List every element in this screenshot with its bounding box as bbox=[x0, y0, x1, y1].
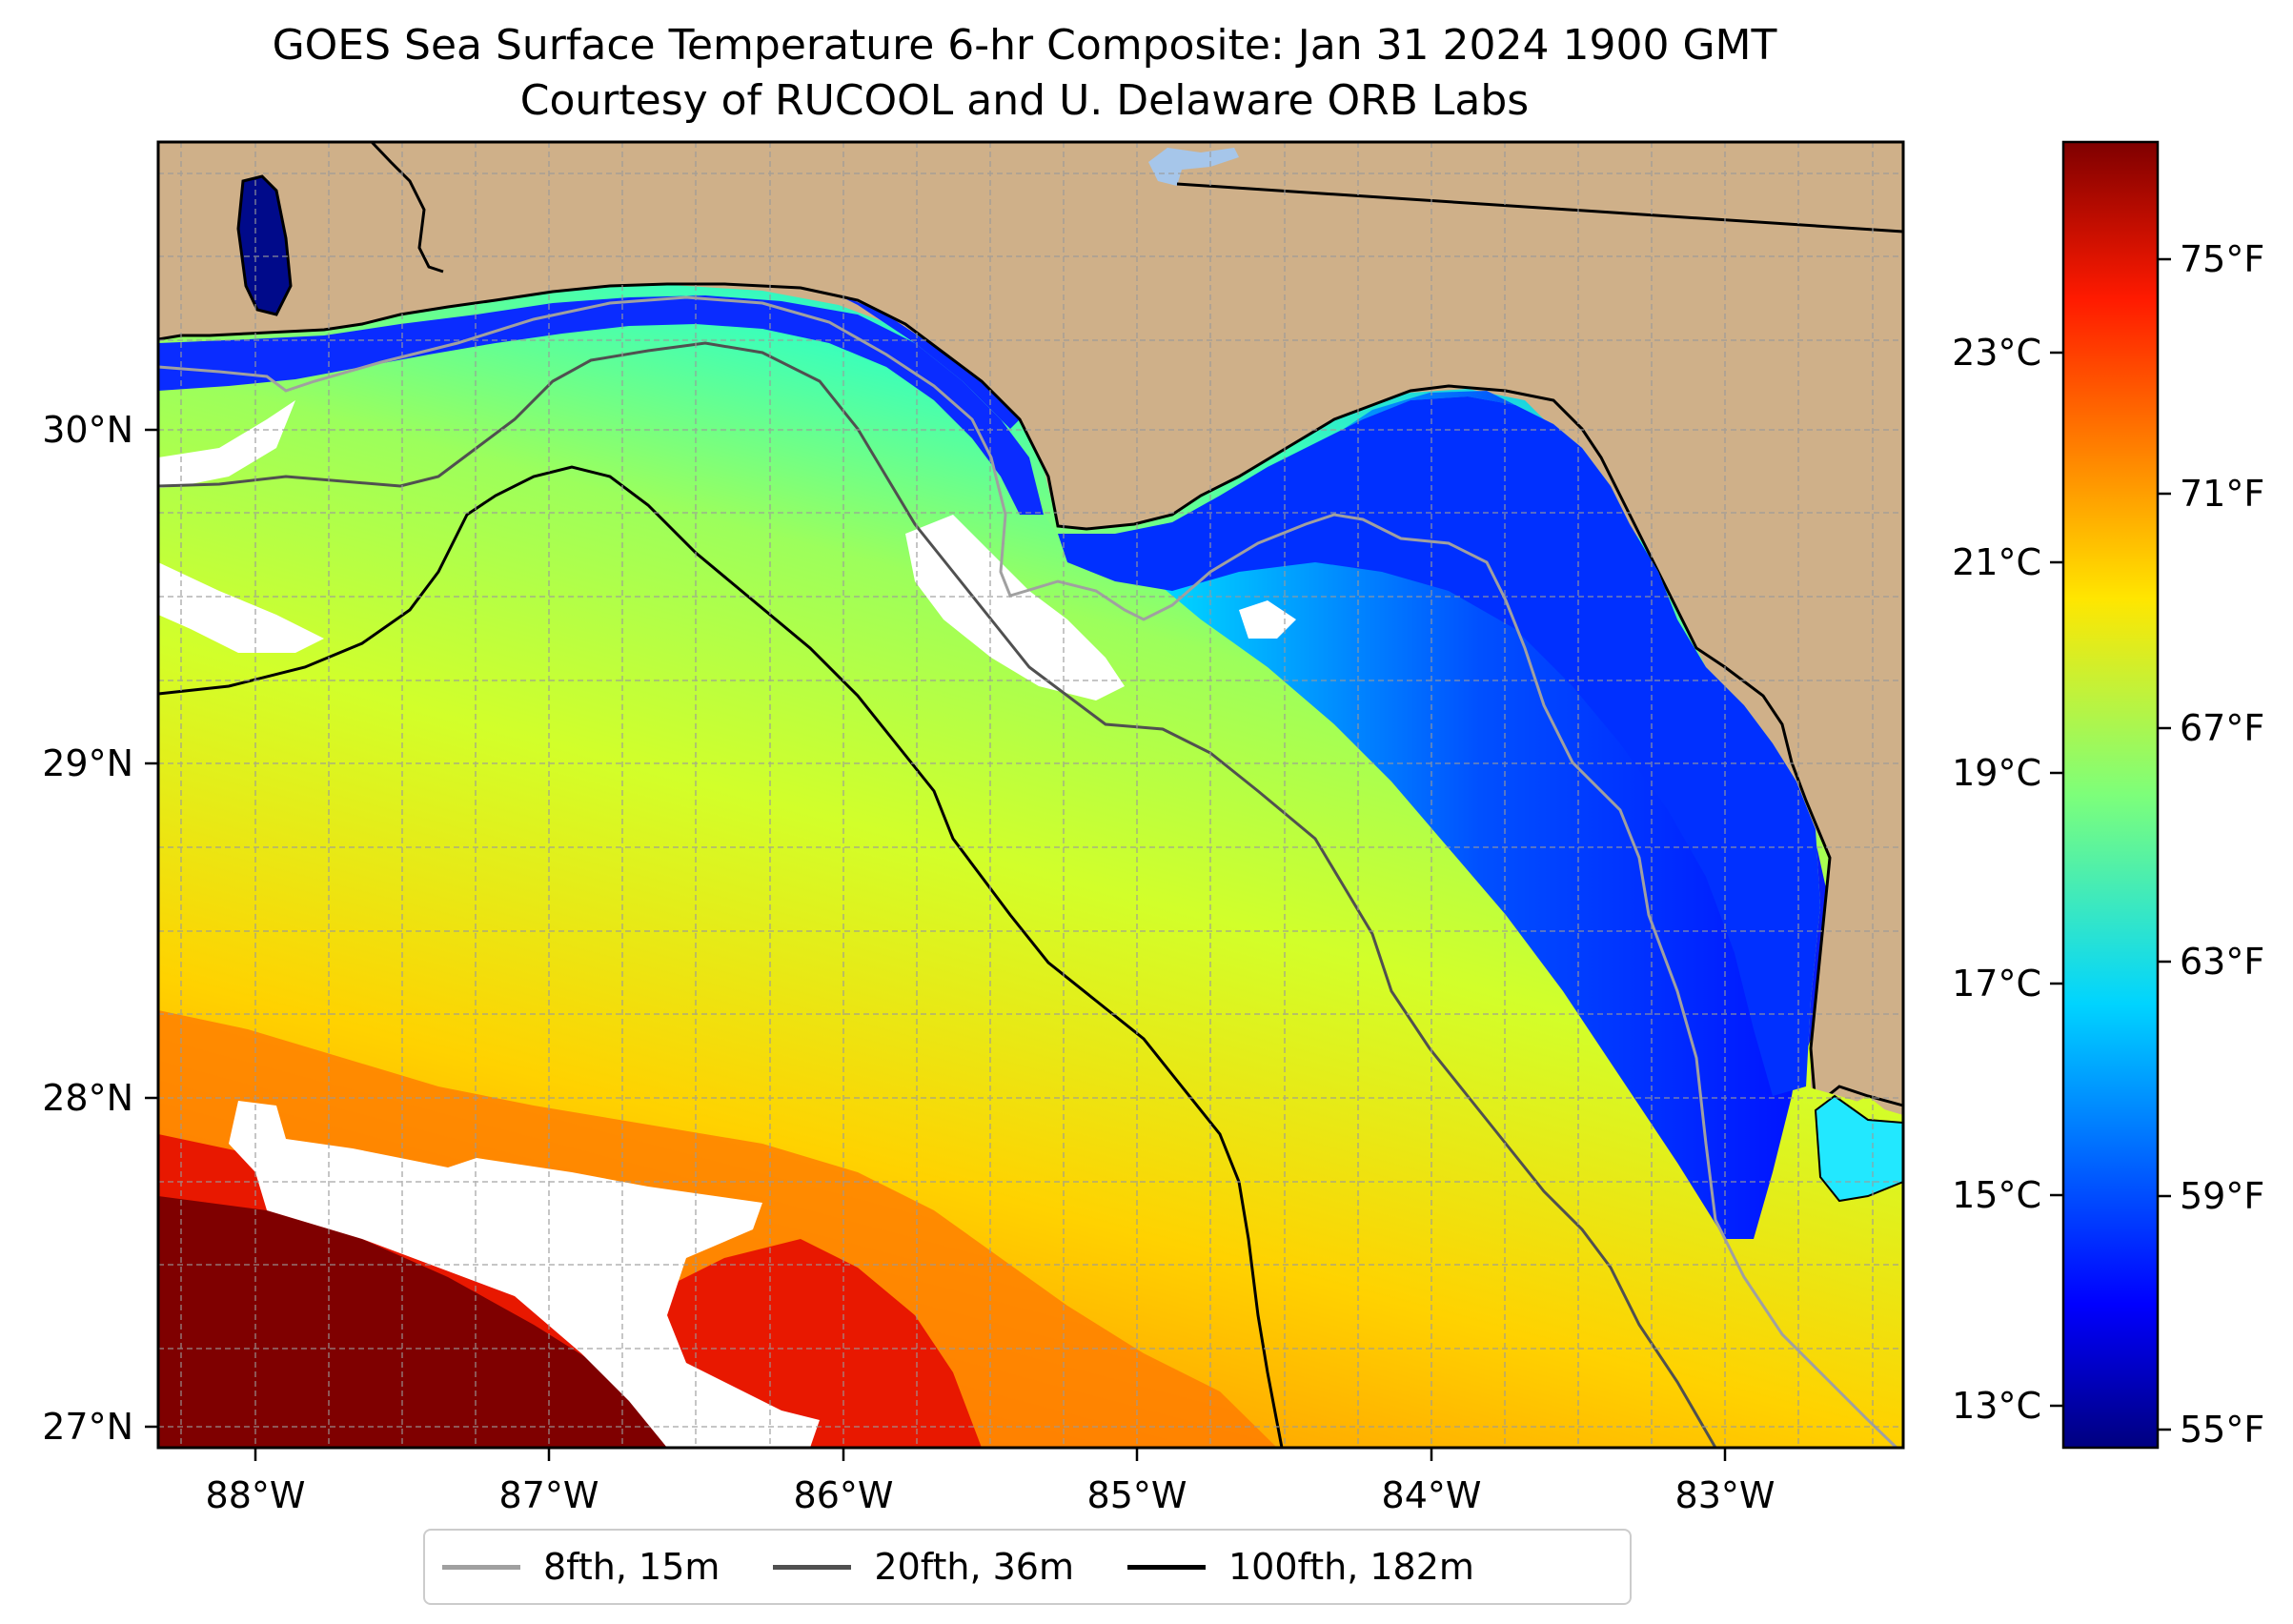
colorbar-celsius-label: 13°C bbox=[1952, 1385, 2041, 1427]
no-data-patch-small bbox=[1239, 600, 1296, 639]
no-data-patch-west bbox=[158, 562, 324, 653]
tampa-bay bbox=[1814, 1094, 1903, 1203]
lat-label: 27°N bbox=[42, 1406, 133, 1448]
legend-item-100fth: 100fth, 182m bbox=[1126, 1546, 1474, 1588]
colorbar-fahrenheit-label: 59°F bbox=[2180, 1175, 2264, 1217]
legend-line-icon bbox=[442, 1564, 520, 1570]
colorbar-celsius-label: 23°C bbox=[1952, 332, 2041, 374]
legend-label: 100fth, 182m bbox=[1228, 1546, 1474, 1588]
map-area bbox=[158, 142, 1903, 1448]
hot-water-overlay bbox=[158, 1196, 686, 1448]
no-data-patch-center bbox=[905, 515, 1125, 700]
map-title: GOES Sea Surface Temperature 6-hr Compos… bbox=[272, 21, 1777, 70]
lat-label: 30°N bbox=[42, 409, 133, 451]
no-data-patch-northwest bbox=[158, 400, 295, 488]
contour-100fth bbox=[158, 465, 1284, 1448]
state-boundary bbox=[1176, 182, 1903, 233]
colorbar-ticks bbox=[2050, 257, 2171, 1431]
lon-label: 83°W bbox=[1675, 1474, 1776, 1516]
colorbar-fahrenheit-label: 63°F bbox=[2180, 941, 2264, 983]
colorbar-fahrenheit-label: 55°F bbox=[2180, 1409, 2264, 1451]
nearshore-cold-overlay bbox=[158, 295, 1044, 515]
colorbar-fahrenheit-label: 75°F bbox=[2180, 238, 2264, 280]
gridlines bbox=[158, 142, 1903, 1448]
shelf-cold-overlay bbox=[1058, 396, 1820, 1096]
lon-label: 86°W bbox=[794, 1474, 894, 1516]
contour-8fth bbox=[158, 295, 1898, 1448]
legend-item-20fth: 20fth, 36m bbox=[773, 1546, 1074, 1588]
lon-label: 84°W bbox=[1382, 1474, 1482, 1516]
legend-line-icon bbox=[1126, 1564, 1206, 1570]
state-boundary bbox=[370, 142, 444, 274]
map-subtitle: Courtesy of RUCOOL and U. Delaware ORB L… bbox=[519, 76, 1530, 125]
colorbar bbox=[2061, 140, 2160, 1450]
lon-label: 88°W bbox=[206, 1474, 306, 1516]
legend-label: 20fth, 36m bbox=[874, 1546, 1074, 1588]
map-frame bbox=[156, 140, 1905, 1450]
colorbar-celsius-label: 15°C bbox=[1952, 1174, 2041, 1216]
mobile-bay bbox=[236, 174, 293, 316]
lat-label: 28°N bbox=[42, 1077, 133, 1119]
colorbar-celsius-label: 17°C bbox=[1952, 963, 2041, 1005]
colorbar-celsius-label: 21°C bbox=[1952, 541, 2041, 583]
coastline-land bbox=[158, 142, 1903, 1108]
axis-ticks bbox=[145, 428, 1727, 1461]
lake bbox=[1148, 148, 1239, 186]
legend-item-8fth: 8fth, 15m bbox=[442, 1546, 720, 1588]
legend-label: 8fth, 15m bbox=[543, 1546, 720, 1588]
legend-line-icon bbox=[773, 1564, 852, 1570]
lon-label: 85°W bbox=[1087, 1474, 1187, 1516]
no-data-patch-south bbox=[229, 1101, 820, 1448]
lat-label: 29°N bbox=[42, 742, 133, 784]
contour-20fth bbox=[158, 341, 1717, 1448]
colorbar-fahrenheit-label: 71°F bbox=[2180, 473, 2264, 515]
contour-legend: 8fth, 15m 20fth, 36m 100fth, 182m bbox=[423, 1529, 1632, 1605]
colorbar-fahrenheit-label: 67°F bbox=[2180, 707, 2264, 749]
colorbar-celsius-label: 19°C bbox=[1952, 752, 2041, 794]
lon-label: 87°W bbox=[499, 1474, 599, 1516]
